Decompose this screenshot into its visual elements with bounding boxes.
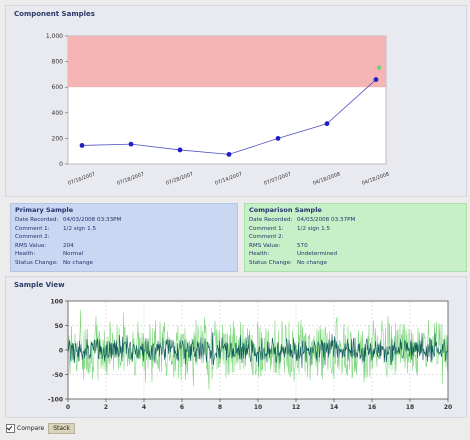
data-point xyxy=(79,143,85,148)
x-tick-label: 20 xyxy=(444,404,452,411)
comparison-title: Comparison Sample xyxy=(249,206,322,214)
y-tick-label: -100 xyxy=(48,397,63,404)
primary-sample-box: Primary Sample Date Recorded: 04/03/2008 … xyxy=(10,203,238,272)
data-point xyxy=(373,77,379,82)
x-tick-label: 04/18/2008 xyxy=(312,171,341,186)
info-row: RMS Value: 570 xyxy=(249,242,308,249)
x-tick-label: 6 xyxy=(180,404,184,411)
info-key: Health: xyxy=(249,251,270,257)
info-row: Status Change: No change xyxy=(249,259,327,266)
info-value: Normal xyxy=(63,251,84,257)
info-value: No change xyxy=(297,259,327,266)
sample-view-panel: Sample View 100 50 0 -50 -100 0 2 4 6 8 10 12 14 16 18… xyxy=(5,276,467,418)
info-row: Date Recorded: 04/03/2008 03:33PM xyxy=(15,217,121,223)
y-tick-label: 800 xyxy=(52,59,64,66)
info-row: Comment 1: 1/2 sign 1.5 xyxy=(249,225,330,232)
comparison-sample-box: Comparison Sample Date Recorded: 04/03/20… xyxy=(244,203,467,272)
info-key: Date Recorded: xyxy=(249,217,293,223)
info-key: RMS Value: xyxy=(249,242,281,249)
trend-title: Component Samples xyxy=(14,10,95,18)
x-tick-label: 07/28/2007 xyxy=(165,171,194,186)
info-key: Health: xyxy=(15,251,36,257)
stack-button[interactable]: Stack xyxy=(48,422,75,434)
y-tick-label: 0 xyxy=(59,348,63,355)
x-tick-label: 07/14/2007 xyxy=(214,171,243,186)
x-tick-label: 18 xyxy=(406,404,414,411)
info-value: 1/2 sign 1.5 xyxy=(63,225,97,232)
data-point xyxy=(324,121,330,127)
info-row: Health: Normal xyxy=(15,251,83,257)
comparison-marker xyxy=(376,65,382,70)
x-tick-label: 14 xyxy=(330,404,338,411)
info-row: Status Change: No change xyxy=(15,259,93,266)
view-title: Sample View xyxy=(14,281,65,289)
info-key: Status Change: xyxy=(249,259,292,266)
info-value: 1/2 sign 1.5 xyxy=(297,225,331,232)
x-tick-label: 07/07/2007 xyxy=(263,171,292,186)
info-value: Undetermined xyxy=(297,251,338,257)
compare-label[interactable]: Compare xyxy=(17,424,45,432)
y-tick-label: 100 xyxy=(50,299,63,306)
trend-panel: Component Samples 1,000 800 600 400 200 0 07/1… xyxy=(5,5,467,197)
x-tick-label: 12 xyxy=(292,404,300,411)
data-point xyxy=(275,136,281,141)
data-point xyxy=(226,152,232,157)
y-tick-label: 200 xyxy=(52,135,64,142)
info-value: No change xyxy=(63,259,93,266)
info-key: RMS Value: xyxy=(15,242,47,249)
info-value: 570 xyxy=(297,242,308,249)
bottom-controls: Compare Stack xyxy=(6,422,75,434)
y-tick-label: 0 xyxy=(59,161,63,168)
y-tick-label: 1,000 xyxy=(46,33,63,40)
info-key: Date Recorded: xyxy=(15,217,59,223)
trend-chart: 1,000 800 600 400 200 0 07/16/2007 07/18/2007 07… xyxy=(46,33,390,187)
x-tick-label: 04/18/2008 xyxy=(361,171,390,186)
x-tick-label: 16 xyxy=(368,404,376,411)
compare-checkbox[interactable] xyxy=(6,423,15,433)
info-key: Comment 2: xyxy=(15,234,50,240)
info-row: RMS Value: 204 xyxy=(15,242,74,249)
y-tick-label: 50 xyxy=(55,323,63,330)
data-point xyxy=(128,141,134,147)
info-value: 04/03/2008 03:37PM xyxy=(297,217,356,223)
y-tick-label: 400 xyxy=(52,110,64,117)
data-point xyxy=(177,147,183,153)
alarm-band xyxy=(68,36,386,88)
info-row: Comment 2: xyxy=(249,234,284,240)
primary-title: Primary Sample xyxy=(15,206,74,214)
x-tick-label: 2 xyxy=(104,404,108,411)
x-tick-label: 0 xyxy=(66,404,70,411)
y-tick-label: -50 xyxy=(52,372,63,379)
primary-waveform xyxy=(67,332,449,369)
info-row: Comment 2: xyxy=(15,234,50,240)
info-key: Status Change: xyxy=(15,259,58,266)
info-row: Comment 1: 1/2 sign 1.5 xyxy=(15,225,96,232)
info-value: 204 xyxy=(63,242,74,249)
info-key: Comment 1: xyxy=(15,225,50,232)
y-tick-label: 600 xyxy=(52,84,64,91)
info-key: Comment 2: xyxy=(249,234,284,240)
x-tick-label: 10 xyxy=(254,404,262,411)
info-value: 04/03/2008 03:33PM xyxy=(63,217,122,223)
info-key: Comment 1: xyxy=(249,225,284,232)
x-tick-label: 8 xyxy=(218,404,222,411)
x-tick-label: 4 xyxy=(142,404,146,411)
info-row: Date Recorded: 04/03/2008 03:37PM xyxy=(249,217,355,223)
info-row: Health: Undetermined xyxy=(249,251,337,257)
x-tick-label: 07/18/2007 xyxy=(116,171,145,186)
x-tick-label: 07/16/2007 xyxy=(67,171,96,186)
